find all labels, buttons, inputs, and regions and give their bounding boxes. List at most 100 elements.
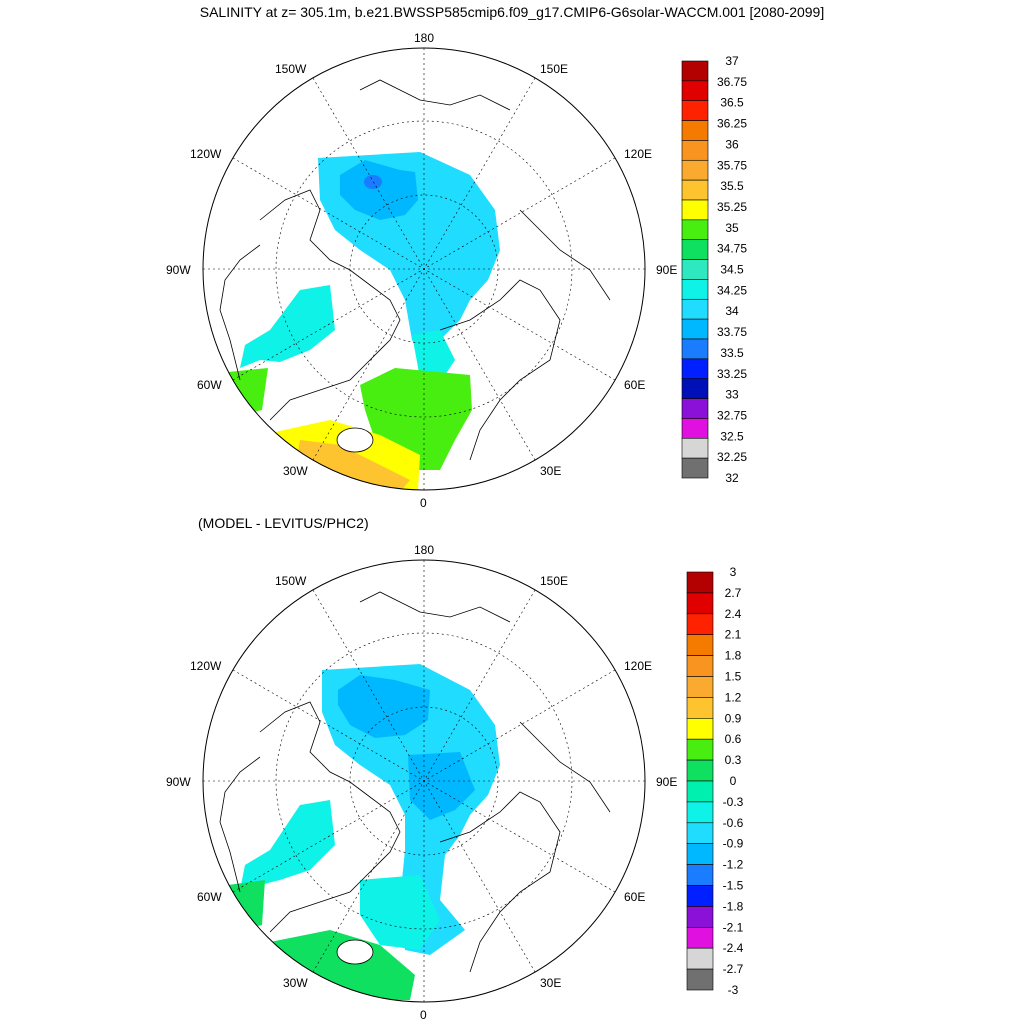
colorbar-swatch bbox=[681, 279, 709, 300]
baffin-difference-fill bbox=[240, 800, 335, 890]
colorbar-swatch bbox=[686, 738, 714, 761]
map-border-bottom bbox=[202, 559, 646, 1003]
colorbar-tick-label: 34.5 bbox=[720, 263, 744, 277]
beaufort-low-salinity-fill bbox=[340, 160, 418, 220]
colorbar-tick-label: -0.3 bbox=[723, 795, 744, 809]
lon-label: 60W bbox=[197, 378, 222, 392]
difference-subtitle: (MODEL - LEVITUS/PHC2) bbox=[198, 515, 369, 531]
figure-title: SALINITY at z= 305.1m, b.e21.BWSSP585cmi… bbox=[199, 4, 825, 20]
lon-label: 90E bbox=[656, 775, 677, 789]
top-lon-labels: 180 150E 120E 90E 60E 30E 0 30W 60W 90W … bbox=[166, 31, 677, 510]
colorbar-tick-label: 2.4 bbox=[725, 607, 742, 621]
salinity-map: 180 150E 120E 90E 60E 30E 0 30W 60W 90W … bbox=[166, 31, 677, 510]
colorbar-swatch bbox=[686, 780, 714, 803]
colorbar-tick-label: 36.5 bbox=[720, 96, 744, 110]
lon-label: 90W bbox=[166, 263, 191, 277]
lon-label: 120W bbox=[190, 147, 222, 161]
colorbar-tick-label: -2.7 bbox=[723, 962, 744, 976]
colorbar-swatch bbox=[681, 239, 709, 260]
colorbar-swatch bbox=[681, 100, 709, 121]
lon-label: 150E bbox=[540, 62, 568, 76]
colorbar-swatch bbox=[681, 60, 709, 82]
lon-label: 60W bbox=[197, 890, 222, 904]
lon-label: 30E bbox=[540, 976, 561, 990]
colorbar-swatch bbox=[686, 822, 714, 844]
lon-label: 120E bbox=[624, 147, 652, 161]
difference-colorbar: 3 2.7 2.4 2.1 1.8 1.5 1.2 0.9 0.6 0.3 0 -0.3 -0.6 -0.… bbox=[686, 565, 744, 997]
lon-label: 60E bbox=[624, 890, 645, 904]
colorbar-tick-label: 35.75 bbox=[717, 158, 747, 172]
colorbar-swatch bbox=[681, 140, 709, 161]
colorbar-tick-label: 1.5 bbox=[725, 670, 742, 684]
colorbar-swatch bbox=[686, 864, 714, 886]
iceland-land-bottom bbox=[336, 939, 374, 965]
colorbar-swatch bbox=[681, 179, 709, 201]
lon-label: 150W bbox=[275, 574, 307, 588]
beaufort-min-salinity-fill bbox=[364, 175, 382, 189]
difference-map: 180 150E 120E 90E 60E 30E 0 30W 60W 90W … bbox=[166, 543, 677, 1022]
colorbar-swatch bbox=[681, 437, 709, 459]
colorbar-tick-label: 0.3 bbox=[725, 753, 742, 767]
colorbar-tick-label: 35.5 bbox=[720, 179, 744, 193]
colorbar-tick-label: -2.1 bbox=[723, 920, 744, 934]
graticule-bottom bbox=[203, 560, 645, 1002]
colorbar-swatch bbox=[681, 259, 709, 280]
lon-label: 180 bbox=[414, 31, 434, 45]
colorbar-tick-label: 1.8 bbox=[725, 649, 742, 663]
lon-label: 120E bbox=[624, 659, 652, 673]
colorbar-swatch bbox=[681, 199, 709, 221]
lon-label: 30E bbox=[540, 464, 561, 478]
labrador-salinity-fill bbox=[228, 368, 268, 415]
colorbar-tick-label: 32.75 bbox=[717, 408, 747, 422]
iceland-land bbox=[336, 427, 374, 453]
colorbar-tick-label: 32.25 bbox=[717, 450, 747, 464]
lon-label: 120W bbox=[190, 659, 222, 673]
colorbar-tick-label: 34.75 bbox=[717, 242, 747, 256]
lon-label: 60E bbox=[624, 378, 645, 392]
colorbar-swatch bbox=[686, 592, 714, 615]
colorbar-tick-label: -1.8 bbox=[723, 899, 744, 913]
colorbar-swatch bbox=[686, 676, 714, 698]
map-border-top bbox=[202, 47, 646, 491]
fram-salinity-fill bbox=[412, 330, 455, 378]
lon-label: 150E bbox=[540, 574, 568, 588]
colorbar-swatch bbox=[681, 378, 709, 399]
colorbar-swatch bbox=[686, 697, 714, 719]
colorbar-swatch bbox=[686, 759, 714, 782]
colorbar-tick-label: -0.9 bbox=[723, 837, 744, 851]
colorbar-tick-label: 35.25 bbox=[717, 200, 747, 214]
colorbar-tick-label: 32 bbox=[725, 471, 739, 485]
colorbar-tick-label: 36 bbox=[725, 137, 739, 151]
colorbar-tick-label: -0.6 bbox=[723, 816, 744, 830]
labrador-difference-fill bbox=[228, 880, 265, 930]
colorbar-tick-label: 1.2 bbox=[725, 690, 742, 704]
lon-label: 90E bbox=[656, 263, 677, 277]
colorbar-tick-label: 2.1 bbox=[725, 628, 742, 642]
colorbar-tick-label: -2.4 bbox=[723, 941, 744, 955]
colorbar-tick-label: 37 bbox=[725, 54, 739, 68]
lon-label: 30W bbox=[283, 464, 308, 478]
colorbar-swatch bbox=[681, 338, 709, 360]
colorbar-swatch bbox=[686, 885, 714, 907]
colorbar-tick-label: 33 bbox=[725, 388, 739, 402]
colorbar-tick-label: 33.75 bbox=[717, 325, 747, 339]
colorbar-tick-label: 33.25 bbox=[717, 367, 747, 381]
colorbar-swatch bbox=[686, 655, 714, 677]
colorbar-tick-label: 32.5 bbox=[720, 429, 744, 443]
colorbar-swatch bbox=[686, 634, 714, 656]
beaufort-difference-fill bbox=[338, 675, 430, 738]
colorbar-swatch bbox=[681, 120, 709, 141]
colorbar-tick-label: 33.5 bbox=[720, 346, 744, 360]
colorbar-swatch bbox=[681, 298, 709, 320]
colorbar-swatch bbox=[686, 906, 714, 928]
lon-label: 150W bbox=[275, 62, 307, 76]
colorbar-swatch bbox=[681, 398, 709, 419]
central-difference-fill bbox=[408, 752, 475, 820]
colorbar-tick-label: 0.9 bbox=[725, 711, 742, 725]
colorbar-tick-label: 3 bbox=[730, 565, 737, 579]
colorbar-swatch bbox=[686, 926, 714, 949]
colorbar-tick-label: 36.25 bbox=[717, 117, 747, 131]
colorbar-swatch bbox=[686, 968, 714, 991]
coastline-top bbox=[219, 79, 611, 461]
lon-label: 0 bbox=[420, 496, 427, 510]
